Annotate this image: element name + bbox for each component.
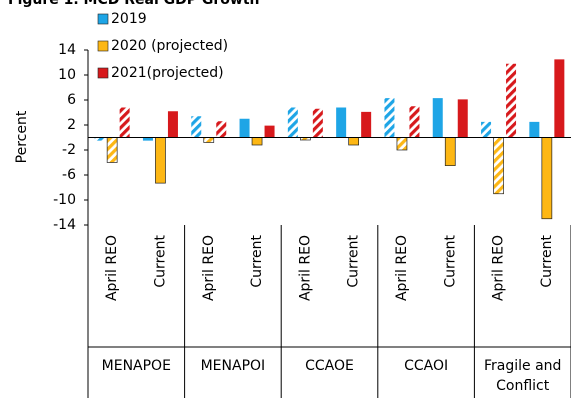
x-tick-label: April REO — [201, 235, 217, 301]
bar — [239, 118, 250, 138]
bar — [506, 63, 517, 138]
y-tick-label: 6 — [67, 92, 76, 108]
legend-swatch — [97, 67, 109, 79]
legend-label: 2020 (projected) — [111, 38, 228, 54]
bar — [203, 137, 215, 143]
chart-title: Figure 1. MCD Real GDP Growth — [8, 0, 260, 8]
x-tick-label: Current — [249, 235, 265, 288]
y-tick-label: 2 — [67, 117, 76, 133]
bar — [361, 111, 372, 138]
legend-swatch — [97, 13, 109, 25]
y-tick-label: 14 — [58, 42, 76, 58]
x-tick-label: April REO — [297, 235, 313, 301]
legend-swatch — [97, 40, 109, 52]
bar — [251, 137, 263, 146]
x-tick-label: Current — [152, 235, 168, 288]
bar — [142, 137, 153, 141]
y-axis-label: Percent — [14, 110, 30, 163]
bar — [155, 137, 166, 184]
bar — [348, 137, 359, 146]
group-label: Fragile and Conflict — [483, 358, 562, 394]
x-tick-label: Current — [539, 235, 555, 288]
bar — [409, 106, 420, 138]
bar — [287, 107, 298, 138]
bar — [312, 108, 323, 138]
bar — [493, 137, 504, 195]
bar — [554, 59, 565, 138]
bar — [94, 137, 105, 141]
y-tick-label: 10 — [58, 67, 76, 83]
bar — [106, 137, 118, 163]
bar — [336, 107, 347, 138]
bar — [167, 111, 178, 138]
bar — [444, 137, 456, 166]
legend-label: 2019 — [111, 11, 147, 27]
bar — [384, 98, 395, 138]
bar — [396, 137, 408, 151]
y-tick-label: -10 — [53, 192, 76, 208]
bar — [432, 98, 443, 138]
bar — [529, 121, 540, 138]
bar — [119, 107, 130, 138]
bar — [481, 121, 492, 138]
y-tick-label: -2 — [62, 142, 76, 158]
x-tick-label: Current — [442, 235, 458, 288]
y-tick-label: -6 — [62, 167, 76, 183]
bar — [264, 125, 275, 138]
bar — [216, 121, 227, 138]
x-tick-label: April REO — [394, 235, 410, 301]
x-tick-label: April REO — [104, 235, 120, 301]
y-tick-label: -14 — [53, 217, 76, 233]
bar — [457, 99, 468, 138]
bar — [191, 116, 202, 138]
x-tick-label: April REO — [491, 235, 507, 301]
group-label: CCAOI — [404, 358, 449, 374]
group-label: MENAPOI — [200, 358, 266, 374]
bar — [541, 137, 553, 220]
x-tick-label: Current — [346, 235, 362, 288]
legend-label: 2021(projected) — [111, 65, 224, 81]
group-label: CCAOE — [305, 358, 354, 374]
group-label: MENAPOE — [101, 358, 171, 374]
